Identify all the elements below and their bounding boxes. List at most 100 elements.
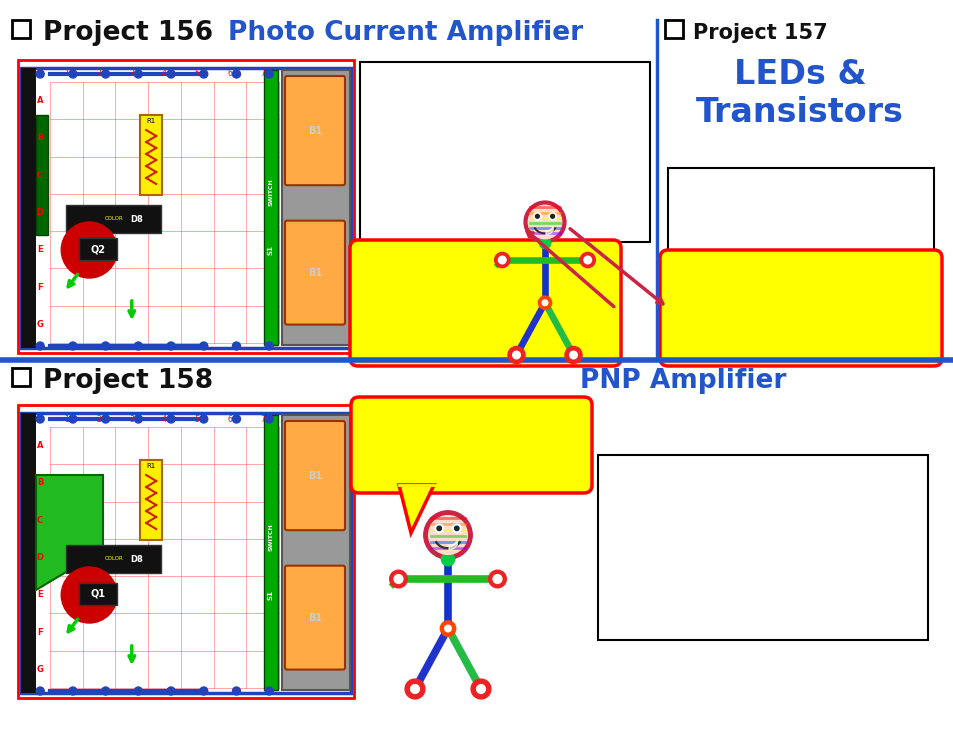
Bar [359,62,649,242]
FancyBboxPatch shape [350,240,620,366]
Bar [67,205,161,233]
Text: Project 158: Project 158 [43,368,213,394]
Circle shape [199,687,208,695]
Bar [140,460,162,540]
Text: SWITCH: SWITCH [268,178,274,206]
Bar [664,20,682,38]
Bar [21,413,351,693]
Circle shape [265,70,273,78]
FancyBboxPatch shape [659,250,941,366]
Text: 5: 5 [194,415,199,424]
Text: 3: 3 [130,69,134,78]
Circle shape [537,296,551,309]
Text: B: B [37,134,43,142]
Text: F: F [37,283,43,292]
Circle shape [199,415,208,423]
Circle shape [497,256,505,263]
Text: Q1: Q1 [91,589,106,599]
Circle shape [61,567,117,623]
Circle shape [428,516,467,554]
Text: B1: B1 [308,125,322,136]
Text: 6: 6 [227,69,233,78]
Text: R1: R1 [147,463,155,469]
Text: Project 156: Project 156 [43,20,213,46]
Text: COLOR: COLOR [105,216,124,221]
Bar [21,68,351,348]
Circle shape [69,342,77,350]
Bar [598,455,927,640]
Text: D: D [36,553,44,562]
Circle shape [134,415,142,423]
Bar [264,70,277,345]
Bar [36,115,48,235]
Circle shape [102,70,110,78]
Circle shape [36,687,44,695]
Text: G: G [36,665,44,674]
Circle shape [441,553,455,566]
Bar [21,413,36,693]
Text: B1: B1 [308,268,322,277]
Text: B1: B1 [308,471,322,480]
Circle shape [69,70,77,78]
Circle shape [471,679,491,699]
Circle shape [435,524,443,533]
Circle shape [440,621,456,636]
Circle shape [199,70,208,78]
Circle shape [36,415,44,423]
Circle shape [69,687,77,695]
Text: COLOR: COLOR [105,556,124,562]
Text: D8: D8 [130,215,143,224]
Circle shape [541,300,547,306]
Text: 4: 4 [162,69,167,78]
Text: E: E [37,590,43,599]
Text: Photo Current Amplifier: Photo Current Amplifier [228,20,582,46]
Text: S1: S1 [268,590,274,601]
Bar [140,115,162,195]
Circle shape [265,687,273,695]
Circle shape [134,342,142,350]
Text: PNP Amplifier: PNP Amplifier [579,368,785,394]
Circle shape [69,415,77,423]
Text: C: C [37,516,43,525]
Text: D8: D8 [130,554,143,564]
Circle shape [564,346,581,364]
Circle shape [102,342,110,350]
Circle shape [533,213,540,220]
Polygon shape [36,475,103,590]
Text: D: D [36,208,44,217]
Circle shape [167,342,174,350]
Bar [667,168,933,256]
Text: 2: 2 [96,415,101,424]
Circle shape [36,70,44,78]
Circle shape [410,685,419,694]
Circle shape [452,524,460,533]
Circle shape [507,346,524,364]
Circle shape [233,342,240,350]
Bar [264,415,277,690]
Circle shape [550,215,554,218]
Polygon shape [398,485,434,533]
Circle shape [102,415,110,423]
Text: A: A [37,96,43,105]
Circle shape [265,342,273,350]
Circle shape [36,342,44,350]
Text: 2: 2 [96,69,101,78]
Circle shape [512,351,519,359]
Text: 4: 4 [162,415,167,424]
Circle shape [444,625,451,632]
Text: Project 157: Project 157 [692,23,827,43]
Circle shape [134,687,142,695]
Bar [282,415,350,690]
Text: C: C [37,170,43,180]
FancyBboxPatch shape [285,76,345,185]
Circle shape [167,687,174,695]
Circle shape [436,526,441,531]
Text: 6: 6 [227,415,233,424]
Circle shape [199,342,208,350]
Text: A: A [37,441,43,450]
Bar [12,20,30,38]
Circle shape [233,415,240,423]
Circle shape [233,687,240,695]
Circle shape [538,237,550,249]
Text: S1: S1 [268,246,274,255]
